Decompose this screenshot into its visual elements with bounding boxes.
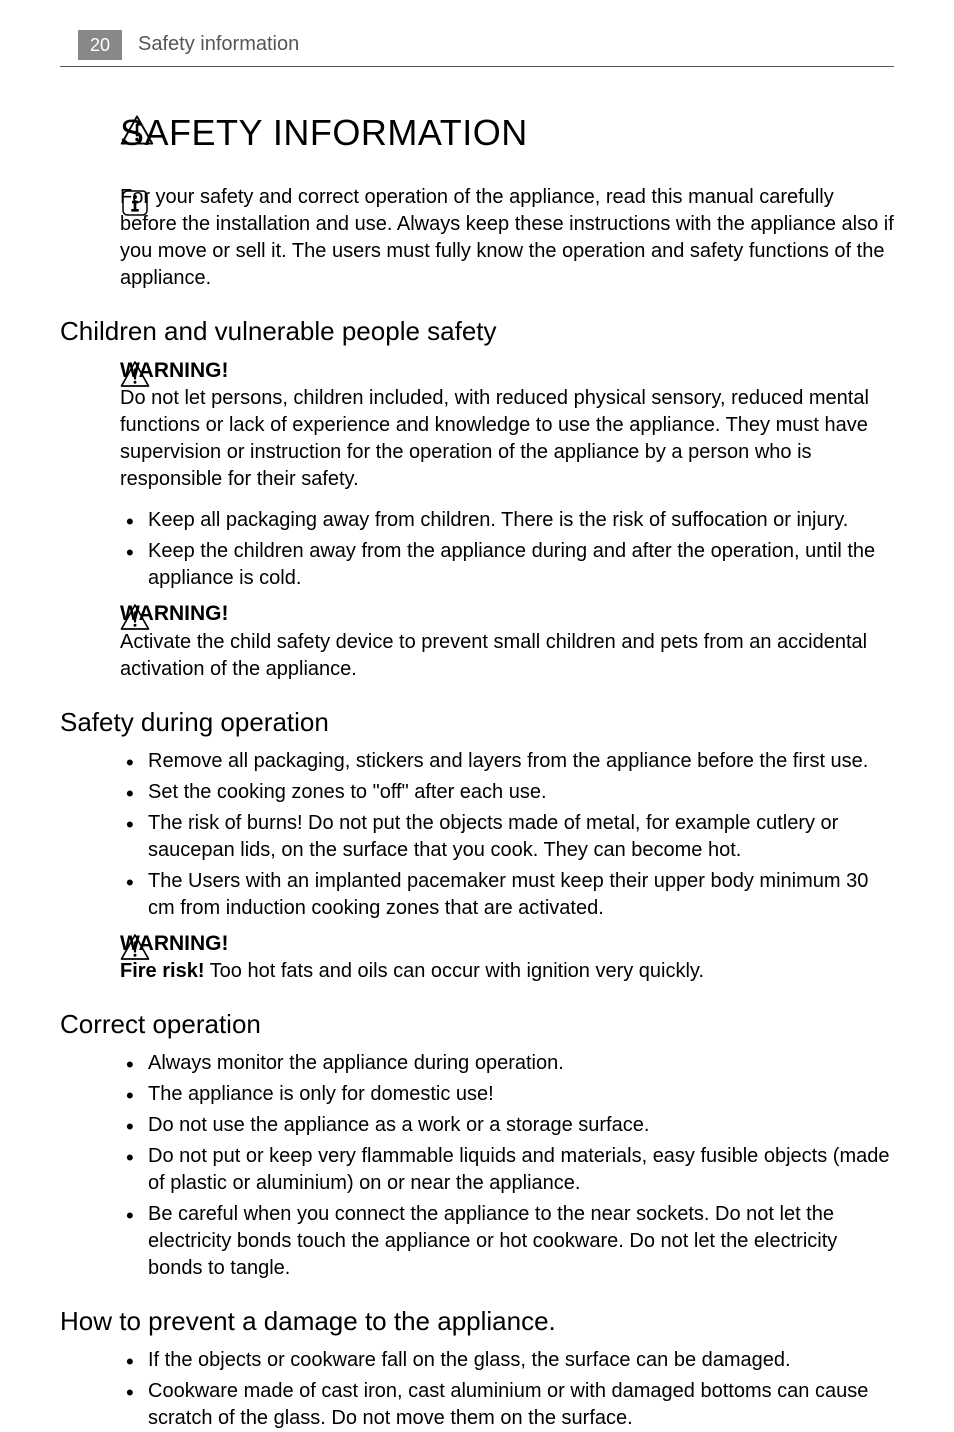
- section-heading-prevent: How to prevent a damage to the appliance…: [60, 1304, 894, 1339]
- list-item: Set the cooking zones to "off" after eac…: [120, 779, 894, 806]
- page-number: 20: [78, 30, 122, 60]
- list-item: The appliance is only for domestic use!: [120, 1081, 894, 1108]
- running-title: Safety information: [138, 31, 299, 60]
- list-item: Remove all packaging, stickers and layer…: [120, 748, 894, 775]
- fire-risk-text: Too hot fats and oils can occur with ign…: [204, 960, 704, 982]
- list-item: If the objects or cookware fall on the g…: [120, 1347, 894, 1374]
- warning-label: WARNING!: [120, 930, 894, 958]
- warning-body: Fire risk! Too hot fats and oils can occ…: [120, 958, 894, 985]
- section-heading-correct: Correct operation: [60, 1007, 894, 1042]
- list-item: The Users with an implanted pacemaker mu…: [120, 868, 894, 922]
- section-heading-during: Safety during operation: [60, 705, 894, 740]
- list-item: Keep all packaging away from children. T…: [120, 507, 894, 534]
- bullet-list-correct: Always monitor the appliance during oper…: [120, 1050, 894, 1282]
- warning-triangle-icon: [120, 113, 164, 155]
- warning-triangle-icon: [120, 932, 164, 970]
- warning-label: WARNING!: [120, 600, 894, 628]
- bullet-list-prevent: If the objects or cookware fall on the g…: [120, 1347, 894, 1432]
- warning-triangle-icon: [120, 359, 164, 397]
- warning-label: WARNING!: [120, 357, 894, 385]
- intro-text: For your safety and correct operation of…: [120, 184, 894, 292]
- bullet-list-during: Remove all packaging, stickers and layer…: [120, 748, 894, 922]
- list-item: Do not use the appliance as a work or a …: [120, 1112, 894, 1139]
- warning-triangle-icon: [120, 602, 164, 640]
- bullet-list-children: Keep all packaging away from children. T…: [120, 507, 894, 592]
- header-rule: [60, 66, 894, 67]
- list-item: Be careful when you connect the applianc…: [120, 1201, 894, 1282]
- list-item: Cookware made of cast iron, cast alumini…: [120, 1378, 894, 1432]
- info-icon: [120, 188, 164, 226]
- list-item: Do not put or keep very flammable liquid…: [120, 1143, 894, 1197]
- list-item: Keep the children away from the applianc…: [120, 538, 894, 592]
- list-item: Always monitor the appliance during oper…: [120, 1050, 894, 1077]
- warning-body: Activate the child safety device to prev…: [120, 629, 894, 683]
- section-heading-children: Children and vulnerable people safety: [60, 314, 894, 349]
- list-item: The risk of burns! Do not put the object…: [120, 810, 894, 864]
- page-header: 20 Safety information: [0, 0, 954, 66]
- warning-body: Do not let persons, children included, w…: [120, 385, 894, 493]
- page-title: SAFETY INFORMATION: [120, 109, 528, 158]
